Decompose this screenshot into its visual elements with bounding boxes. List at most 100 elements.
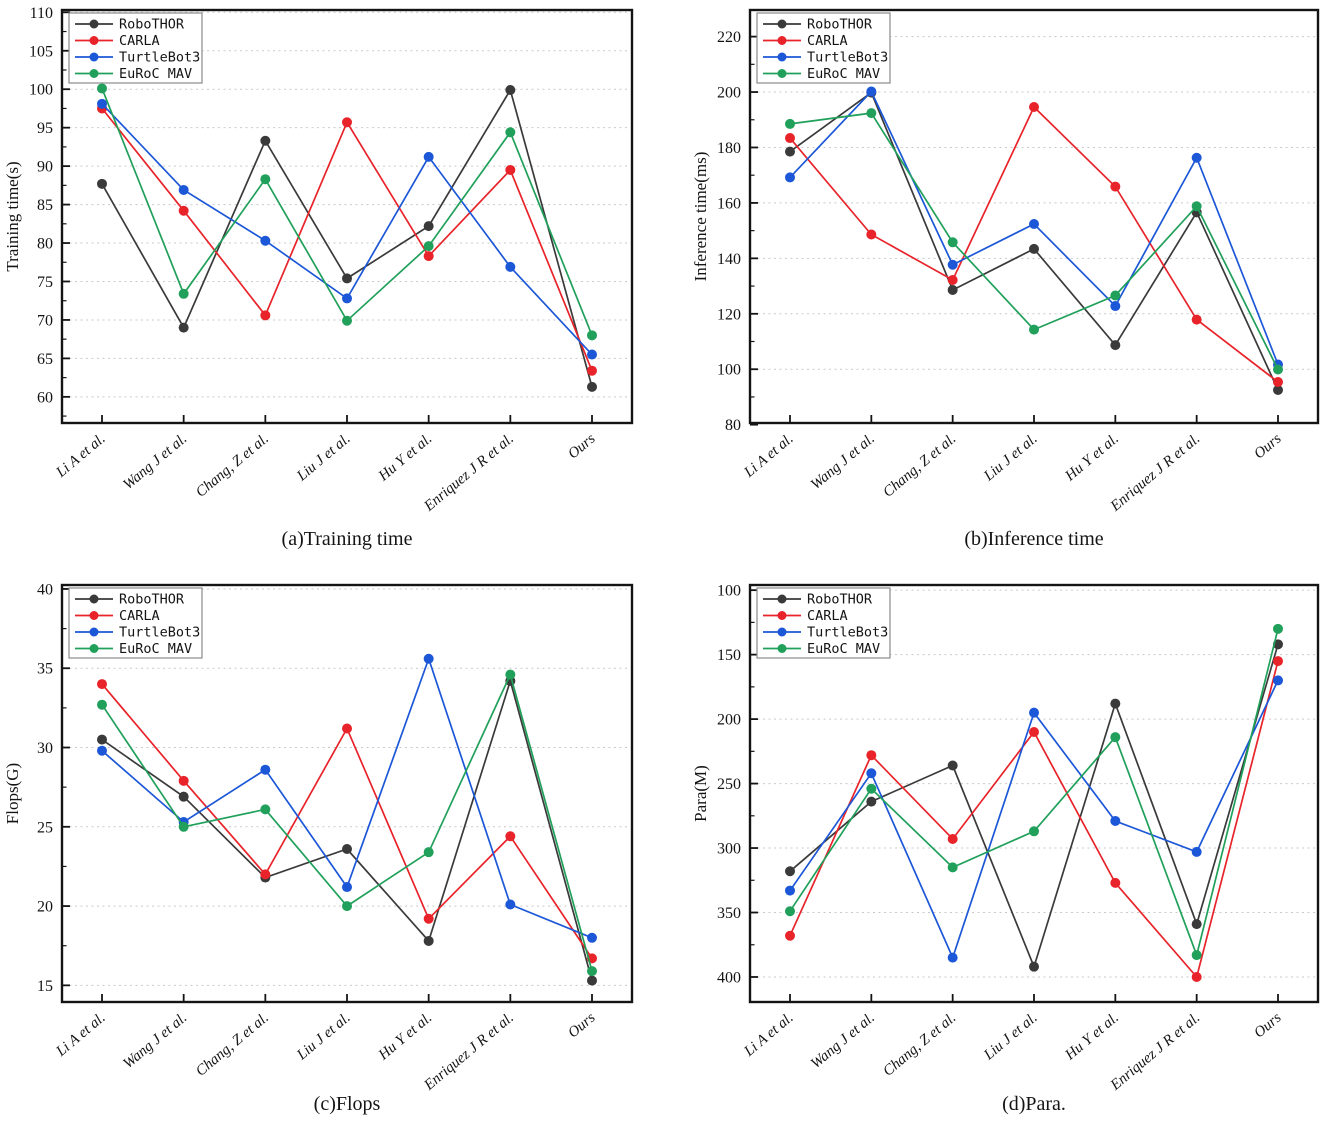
svg-text:Li A et al.: Li A et al. <box>53 431 109 482</box>
svg-text:Inference time(ms): Inference time(ms) <box>691 152 710 282</box>
svg-text:Chang, Z et al.: Chang, Z et al. <box>880 1010 959 1080</box>
legend-marker-icon <box>89 611 99 620</box>
plot-frame <box>748 583 1320 1004</box>
svg-text:CARLA: CARLA <box>807 608 848 624</box>
legend-item-euroc-mav: EuRoC MAV <box>763 641 880 657</box>
svg-text:Li A et al.: Li A et al. <box>53 1010 109 1061</box>
chart-para: 100 150 200 250 300 350 400 Para(M) Li A et al. W… <box>691 583 1320 1115</box>
legend-item-euroc-mav: EuRoC MAV <box>763 66 880 82</box>
series-carla <box>785 656 1283 982</box>
svg-text:300: 300 <box>717 841 741 858</box>
svg-text:Hu Y et al.: Hu Y et al. <box>1062 431 1122 485</box>
y-axis: 100 150 200 250 300 350 400 Para(M) <box>691 583 758 986</box>
series-robothor <box>97 84 597 392</box>
series-turtlebot3 <box>785 86 1283 370</box>
svg-text:Li A et al.: Li A et al. <box>741 1010 797 1061</box>
svg-text:Hu Y et al.: Hu Y et al. <box>375 1010 435 1064</box>
series-robothor <box>97 675 597 986</box>
legend-marker-icon <box>777 594 787 604</box>
legend-item-robothor: RoboTHOR <box>763 592 873 608</box>
legend-marker-icon <box>89 19 99 29</box>
svg-text:Wang J et al.: Wang J et al. <box>120 1010 190 1072</box>
series-euroc-mav <box>97 83 597 341</box>
svg-text:TurtleBot3: TurtleBot3 <box>119 50 200 66</box>
svg-text:40: 40 <box>37 581 53 598</box>
svg-text:90: 90 <box>37 159 53 176</box>
series-carla <box>785 102 1283 387</box>
svg-text:CARLA: CARLA <box>807 33 848 49</box>
plot-frame <box>60 8 634 425</box>
svg-text:Liu J et al.: Liu J et al. <box>293 1010 353 1064</box>
svg-text:75: 75 <box>37 274 53 291</box>
svg-text:15: 15 <box>37 978 53 995</box>
svg-text:200: 200 <box>717 712 741 729</box>
svg-text:RoboTHOR: RoboTHOR <box>119 17 185 33</box>
svg-text:25: 25 <box>37 819 53 836</box>
svg-text:Ours: Ours <box>565 431 598 463</box>
svg-text:Chang, Z et al.: Chang, Z et al. <box>193 431 272 501</box>
legend-marker-icon <box>89 36 99 45</box>
svg-text:100: 100 <box>717 362 741 379</box>
svg-text:EuRoC MAV: EuRoC MAV <box>119 641 192 657</box>
svg-text:RoboTHOR: RoboTHOR <box>807 592 873 608</box>
svg-text:95: 95 <box>37 120 53 137</box>
svg-text:Ours: Ours <box>1251 431 1284 463</box>
series-robothor <box>785 87 1283 396</box>
legend-marker-icon <box>777 627 787 637</box>
legend-marker-icon <box>89 52 99 62</box>
svg-text:Enriquez J R et al.: Enriquez J R et al. <box>421 1010 517 1094</box>
svg-text:250: 250 <box>717 776 741 793</box>
legend-item-robothor: RoboTHOR <box>75 592 185 608</box>
x-axis: Li A et al. Wang J et al. Chang, Z et al. L… <box>53 415 599 515</box>
svg-text:TurtleBot3: TurtleBot3 <box>807 50 888 66</box>
series-euroc-mav <box>785 623 1283 961</box>
y-axis: 15 20 25 30 35 40 Flops(G) <box>3 581 70 995</box>
series-turtlebot3 <box>97 98 597 360</box>
svg-text:80: 80 <box>725 417 741 434</box>
svg-text:110: 110 <box>30 5 53 22</box>
svg-text:Training time(s): Training time(s) <box>3 161 22 271</box>
svg-text:Hu Y et al.: Hu Y et al. <box>375 431 435 485</box>
svg-text:Para(M): Para(M) <box>691 765 710 822</box>
legend-marker-icon <box>89 644 99 653</box>
legend-marker-icon <box>777 19 787 29</box>
legend-marker-icon <box>777 611 787 620</box>
svg-text:120: 120 <box>717 306 741 323</box>
svg-text:30: 30 <box>37 740 53 757</box>
legend-item-turtlebot3: TurtleBot3 <box>763 625 888 641</box>
svg-text:350: 350 <box>717 905 741 922</box>
legend-item-carla: CARLA <box>75 33 160 49</box>
x-axis: Li A et al. Wang J et al. Chang, Z et al. L… <box>741 415 1285 515</box>
legend-marker-icon <box>777 52 787 62</box>
legend-item-turtlebot3: TurtleBot3 <box>75 625 200 641</box>
svg-text:400: 400 <box>717 969 741 986</box>
svg-text:Ours: Ours <box>1251 1010 1284 1042</box>
plot-frame <box>748 8 1320 425</box>
svg-text:105: 105 <box>29 43 53 60</box>
svg-text:Liu J et al.: Liu J et al. <box>293 431 353 485</box>
svg-text:EuRoC MAV: EuRoC MAV <box>807 66 880 82</box>
y-gridlines <box>752 36 1316 370</box>
svg-text:Ours: Ours <box>565 1010 598 1042</box>
svg-text:140: 140 <box>717 251 741 268</box>
svg-text:Chang, Z et al.: Chang, Z et al. <box>880 431 959 501</box>
legend-item-euroc-mav: EuRoC MAV <box>75 641 192 657</box>
svg-text:Wang J et al.: Wang J et al. <box>808 1010 878 1072</box>
svg-text:60: 60 <box>37 389 53 406</box>
svg-text:80: 80 <box>37 236 53 253</box>
series-robothor <box>785 639 1283 972</box>
svg-text:Flops(G): Flops(G) <box>3 763 22 824</box>
svg-text:180: 180 <box>717 140 741 157</box>
svg-text:200: 200 <box>717 85 741 102</box>
series-turtlebot3 <box>785 675 1283 963</box>
legend-item-turtlebot3: TurtleBot3 <box>75 50 200 66</box>
legend-marker-icon <box>89 594 99 604</box>
svg-text:TurtleBot3: TurtleBot3 <box>119 625 200 641</box>
svg-text:Liu J et al.: Liu J et al. <box>980 431 1040 485</box>
svg-text:220: 220 <box>717 29 741 46</box>
